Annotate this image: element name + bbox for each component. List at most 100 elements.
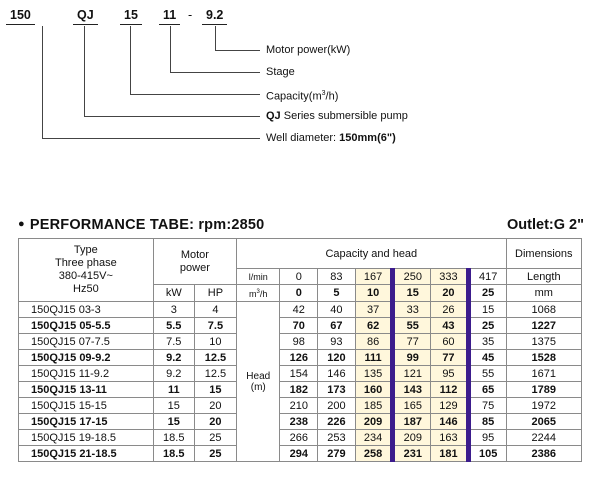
model-cell: 150QJ15 17-15 [18,413,154,430]
table-row: 150QJ15 17-15 15 20 238 226 209 187 146 85 2065 [18,413,583,430]
hp-cell: 25 [193,445,238,462]
kw-cell: 7.5 [152,333,195,350]
head-value-cell: 99 [392,349,432,366]
lmin-3: 250 [392,268,432,285]
head-value-cell: 42 [279,301,319,318]
head-value-cell: 143 [392,381,432,398]
table-row: 150QJ15 15-15 15 20 210 200 185 165 129 75 1972 [18,397,583,414]
code-dash: - [188,8,193,22]
head-value-cell: 209 [354,413,396,430]
head-value-cell: 121 [392,365,432,382]
code-series: QJ [73,8,98,25]
m3h-5: 25 [467,284,507,302]
bullet-icon: ● [18,218,25,230]
length-cell: 1068 [505,301,583,318]
head-value-cell: 112 [430,381,471,398]
head-value-cell: 294 [279,445,319,462]
head-value-cell: 75 [467,397,507,414]
head-value-cell: 43 [430,317,471,334]
head-value-cell: 33 [392,301,432,318]
head-value-cell: 210 [279,397,319,414]
head-value-cell: 86 [354,333,396,350]
code-diameter: 150 [6,8,35,25]
kw-cell: 9.2 [152,349,195,366]
legend-capacity: Capacity(m3/h) [266,90,339,103]
lmin-4: 333 [430,268,471,285]
legend-series: QJ Series submersible pump [266,110,408,122]
head-value-cell: 165 [392,397,432,414]
hp-cell: 15 [193,381,238,398]
head-value-cell: 231 [392,445,432,462]
table-row: 150QJ15 03-3 3 4 Head (m) 42 40 37 33 26 15 1068 [18,301,583,462]
head-value-cell: 182 [279,381,319,398]
head-value-cell: 120 [317,349,356,366]
length-cell: 1227 [505,317,583,334]
legend-motor-power: Motor power(kW) [266,44,351,56]
lmin-label: l/min [236,268,281,285]
head-value-cell: 26 [430,301,471,318]
lmin-1: 83 [317,268,356,285]
head-value-cell: 70 [279,317,319,334]
kw-cell: 18.5 [152,429,195,446]
header-motor-power: Motor power [152,238,238,285]
table-row: 150QJ15 09-9.2 9.2 12.5 126 120 111 99 77 45 1528 [18,349,583,366]
model-cell: 150QJ15 13-11 [18,381,154,398]
hp-cell: 10 [193,333,238,350]
head-value-cell: 146 [430,413,471,430]
model-cell: 150QJ15 03-3 [18,301,154,318]
head-value-cell: 226 [317,413,356,430]
length-cell: 2065 [505,413,583,430]
head-value-cell: 185 [354,397,396,414]
header-dimensions: Dimensions [505,238,583,269]
header-capacity-head: Capacity and head [236,238,507,269]
hp-cell: 4 [193,301,238,318]
model-cell: 150QJ15 11-9.2 [18,365,154,382]
head-value-cell: 234 [354,429,396,446]
m3h-3: 15 [392,284,432,302]
m3h-0: 0 [279,284,319,302]
hp-cell: 12.5 [193,365,238,382]
kw-cell: 3 [152,301,195,318]
m3h-4: 20 [430,284,471,302]
head-value-cell: 253 [317,429,356,446]
header-hp: HP [193,284,238,302]
head-value-cell: 93 [317,333,356,350]
code-capacity: 15 [120,8,142,25]
head-value-cell: 209 [392,429,432,446]
hp-cell: 12.5 [193,349,238,366]
performance-title: ● PERFORMANCE TABE: rpm:2850 [18,217,265,233]
head-value-cell: 238 [279,413,319,430]
kw-cell: 5.5 [152,317,195,334]
head-value-cell: 45 [467,349,507,366]
model-cell: 150QJ15 15-15 [18,397,154,414]
head-value-cell: 146 [317,365,356,382]
head-value-cell: 187 [392,413,432,430]
head-value-cell: 62 [354,317,396,334]
header-mm: mm [505,284,583,302]
table-row: 150QJ15 11-9.2 9.2 12.5 154 146 135 121 95 55 167… [18,365,583,382]
head-value-cell: 258 [354,445,396,462]
head-value-cell: 55 [392,317,432,334]
lmin-2: 167 [354,268,396,285]
head-value-cell: 37 [354,301,396,318]
head-value-cell: 35 [467,333,507,350]
head-value-cell: 129 [430,397,471,414]
head-value-cell: 173 [317,381,356,398]
hp-cell: 7.5 [193,317,238,334]
model-cell: 150QJ15 21-18.5 [18,445,154,462]
head-value-cell: 25 [467,317,507,334]
head-value-cell: 266 [279,429,319,446]
kw-cell: 18.5 [152,445,195,462]
head-value-cell: 200 [317,397,356,414]
m3h-label: m3/h [236,284,281,302]
lmin-5: 417 [467,268,507,285]
head-value-cell: 95 [430,365,471,382]
head-value-cell: 95 [467,429,507,446]
head-value-cell: 163 [430,429,471,446]
model-cell: 150QJ15 09-9.2 [18,349,154,366]
head-value-cell: 40 [317,301,356,318]
length-cell: 1972 [505,397,583,414]
performance-table: Type Three phase 380-415V~ Hz50 Motor po… [18,238,583,462]
length-cell: 1528 [505,349,583,366]
table-row: 150QJ15 05-5.5 5.5 7.5 70 67 62 55 43 25 1227 [18,317,583,334]
